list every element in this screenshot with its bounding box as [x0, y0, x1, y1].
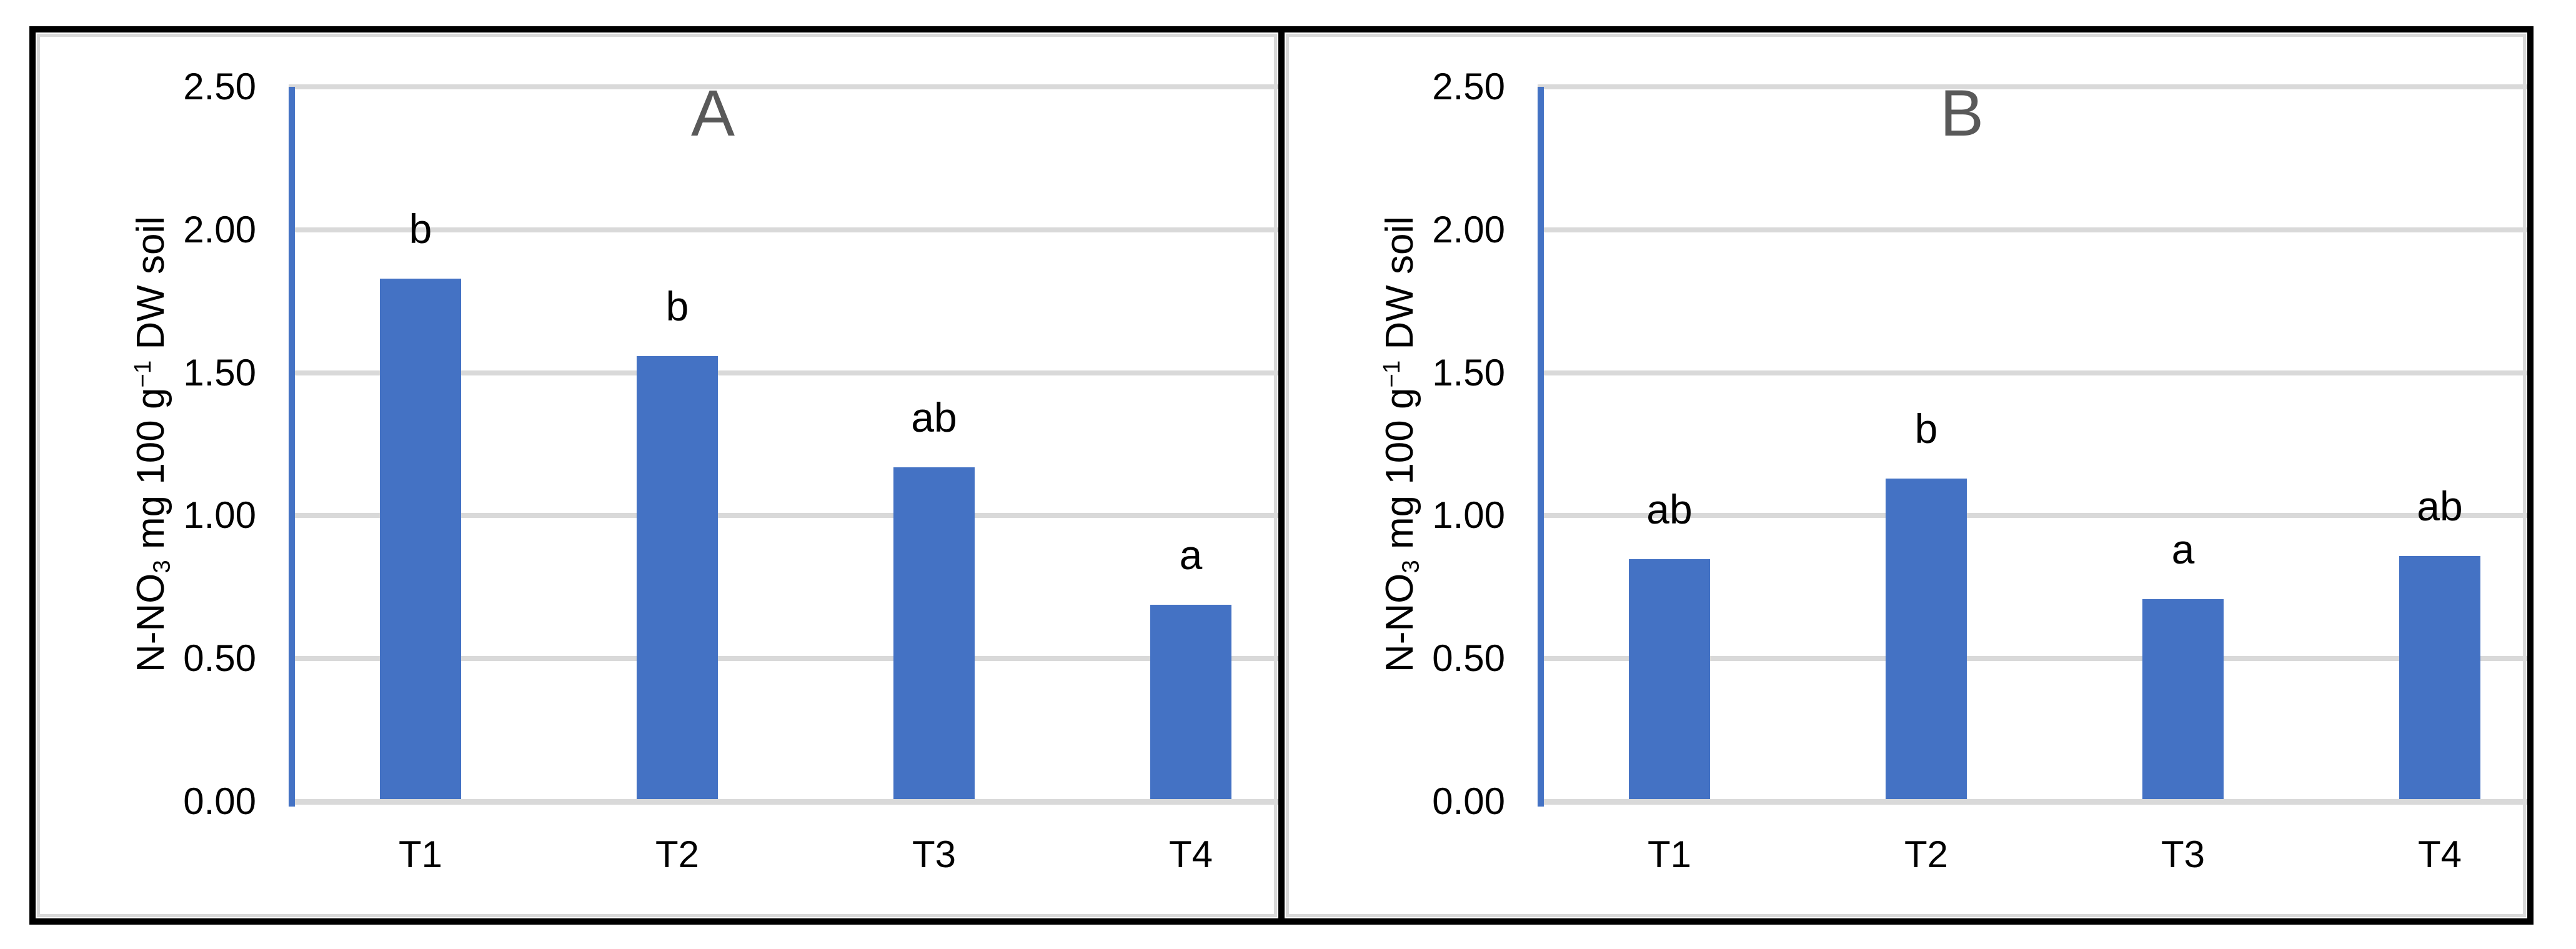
x-category-label: T2 — [655, 833, 700, 875]
x-axis-line — [289, 799, 1278, 805]
y-tick-label: 2.50 — [1432, 66, 1505, 107]
y-tick-label: 2.50 — [183, 66, 256, 107]
gridline — [289, 656, 1278, 661]
gridline — [1538, 84, 2527, 89]
bar — [893, 467, 975, 799]
y-axis-title: N-NO3 mg 100 g−1 DW soil — [117, 0, 176, 913]
bar — [1150, 605, 1231, 799]
significance-letter: a — [2171, 526, 2195, 572]
panel-title-a: A — [690, 77, 735, 150]
y-axis-title-text: N-NO3 mg 100 g−1 DW soil — [129, 216, 176, 673]
gridline — [1538, 370, 2527, 375]
panel-border — [1286, 34, 2526, 917]
significance-letter: ab — [911, 394, 957, 440]
bar — [2399, 556, 2480, 799]
significance-letter: ab — [2417, 483, 2463, 529]
significance-letter: b — [1914, 405, 1938, 452]
y-axis-title: N-NO3 mg 100 g−1 DW soil — [1366, 0, 1425, 913]
y-tick-label: 1.50 — [183, 352, 256, 394]
x-category-label: T1 — [1647, 833, 1692, 875]
x-category-label: T3 — [912, 833, 957, 875]
x-category-label: T4 — [2417, 833, 2462, 875]
y-axis-line — [289, 87, 295, 807]
y-axis-line — [1538, 87, 1544, 807]
gridline — [1538, 513, 2527, 518]
chart-panel-a: A N-NO3 mg 100 g−1 DW soil 0.00 0.50 1.00 1… — [36, 32, 1278, 918]
x-axis-line — [1538, 799, 2527, 805]
bar — [2142, 599, 2224, 799]
panel-border — [37, 34, 1277, 917]
x-category-label: T4 — [1168, 833, 1213, 875]
bar — [637, 356, 718, 799]
gridline — [289, 370, 1278, 375]
significance-letter: b — [409, 206, 432, 252]
x-category-label: T3 — [2161, 833, 2206, 875]
significance-letter: a — [1179, 532, 1203, 578]
y-tick-label: 2.00 — [183, 209, 256, 251]
y-tick-label: 1.50 — [1432, 352, 1505, 394]
bar — [1886, 479, 1967, 799]
gridline — [289, 227, 1278, 232]
chart-panel-b: B N-NO3 mg 100 g−1 DW soil 0.00 0.50 1.00 1… — [1285, 32, 2527, 918]
panel-title-b: B — [1939, 77, 1984, 150]
y-tick-label: 0.50 — [1432, 637, 1505, 679]
plot-area: 0.00 0.50 1.00 1.50 2.00 2.50 b T1 b T2 ab T3 a T4 — [36, 32, 1278, 918]
y-tick-label: 0.00 — [1432, 780, 1505, 822]
plot-area: 0.00 0.50 1.00 1.50 2.00 2.50 ab T1 b T2 a T3 ab T4 — [1285, 32, 2527, 918]
y-tick-label: 1.00 — [1432, 494, 1505, 536]
x-category-label: T1 — [398, 833, 443, 875]
figure-frame: A N-NO3 mg 100 g−1 DW soil 0.00 0.50 1.00 1… — [29, 26, 2534, 925]
y-tick-label: 0.50 — [183, 637, 256, 679]
y-tick-label: 0.00 — [183, 780, 256, 822]
y-tick-label: 1.00 — [183, 494, 256, 536]
y-tick-label: 2.00 — [1432, 209, 1505, 251]
gridline — [1538, 227, 2527, 232]
x-category-label: T2 — [1904, 833, 1949, 875]
significance-letter: ab — [1646, 486, 1693, 532]
panel-divider — [1278, 32, 1285, 918]
gridline — [289, 513, 1278, 518]
y-axis-title-text: N-NO3 mg 100 g−1 DW soil — [1378, 216, 1425, 673]
significance-letter: b — [665, 283, 689, 329]
gridline — [289, 84, 1278, 89]
gridline — [1538, 656, 2527, 661]
bar — [1629, 559, 1710, 799]
bar — [380, 279, 461, 799]
